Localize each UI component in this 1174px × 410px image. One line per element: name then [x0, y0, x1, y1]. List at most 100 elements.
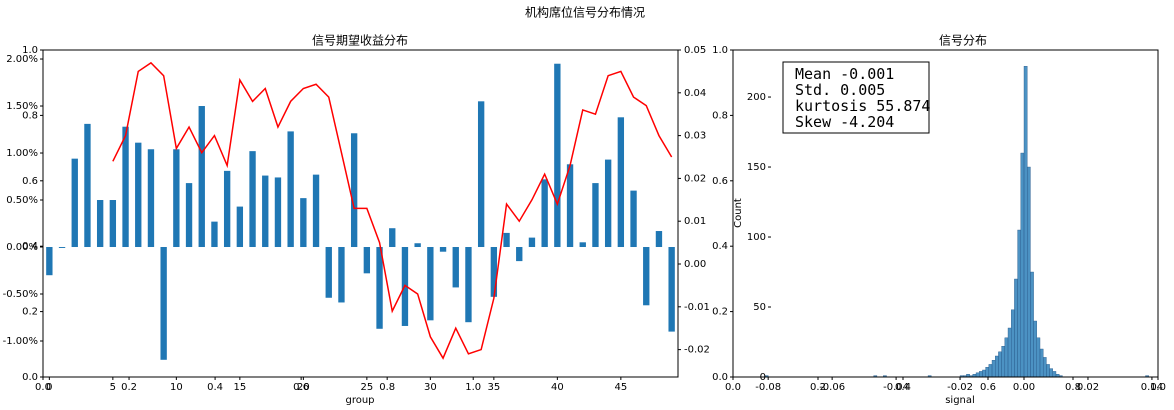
bar — [274, 177, 282, 248]
histogram-bar — [1030, 271, 1034, 378]
bar — [427, 247, 434, 321]
bar — [528, 237, 536, 248]
figure-title: 机构席位信号分布情况 — [525, 5, 645, 20]
x-tick-label: 1.0 — [1150, 382, 1166, 393]
x-tick-label: -0.04 — [883, 382, 909, 393]
histogram-bar — [979, 371, 983, 378]
bar — [350, 133, 358, 248]
bar — [617, 117, 625, 248]
x-tick-label: 1.0 — [465, 382, 481, 393]
x-tick-label: 0.00 — [1013, 382, 1035, 393]
x-tick-label: -0.02 — [947, 382, 973, 393]
bar — [249, 151, 256, 248]
y-tick-label: 0.4 — [22, 241, 38, 252]
plot-frame — [42, 49, 679, 378]
bar — [211, 221, 218, 248]
bar — [312, 174, 320, 248]
y-tick-label: 1.50% — [6, 101, 38, 112]
x-tick-label: 0.2 — [810, 382, 826, 393]
y-tick-label: 0.6 — [22, 176, 38, 187]
x-tick-label: 0.02 — [1077, 382, 1099, 393]
histogram-bar — [998, 351, 1002, 378]
bar — [185, 183, 193, 248]
y-tick-label: 0.8 — [712, 110, 728, 121]
chart-title: 信号期望收益分布 — [312, 34, 408, 48]
bar — [414, 243, 421, 248]
bar — [71, 158, 78, 248]
y2-tick-label: 0.05 — [684, 45, 706, 56]
bar — [490, 247, 498, 297]
x-tick-label: 0.8 — [379, 382, 395, 393]
histogram-bar — [1027, 166, 1031, 378]
histogram-bar — [995, 355, 999, 378]
y-tick-label: 150 — [747, 162, 766, 173]
bar — [389, 228, 396, 248]
bar — [503, 232, 510, 248]
y-tick-label: 1.0 — [22, 45, 38, 56]
bar — [554, 63, 561, 248]
bar — [477, 101, 485, 248]
bar — [287, 131, 294, 248]
bar — [566, 164, 574, 248]
y-tick-label: 1.00% — [6, 148, 38, 159]
y-tick-label: 50 — [753, 302, 766, 313]
bar — [84, 123, 91, 248]
x-tick-label: 0.2 — [121, 382, 137, 393]
histogram-bar — [1023, 66, 1028, 378]
bar — [604, 159, 612, 248]
y2-tick-label: -0.01 — [684, 302, 710, 313]
bar — [541, 179, 548, 248]
y-tick-label: 0.0 — [22, 372, 38, 383]
line — [112, 61, 673, 360]
y2-tick-label: -0.02 — [684, 345, 710, 356]
histogram-bar — [1033, 320, 1037, 378]
histogram-bar — [991, 360, 996, 378]
x-tick-label: 5 — [110, 382, 116, 393]
chart-title: 信号分布 — [939, 34, 987, 48]
x-axis-label: signal — [945, 395, 975, 406]
x-tick-label: -0.08 — [755, 382, 781, 393]
histogram-bar — [1017, 229, 1022, 378]
histogram-bar — [975, 372, 980, 378]
bar — [236, 206, 244, 248]
bar — [223, 170, 231, 248]
y-tick-label: 200 — [747, 92, 766, 103]
histogram-bar — [1001, 346, 1006, 378]
x-tick-label: 0.04 — [1141, 382, 1163, 393]
bar — [579, 242, 586, 248]
bar — [58, 247, 66, 248]
y-tick-label: 0.2 — [22, 307, 38, 318]
histogram-bar — [1007, 327, 1012, 378]
y-tick-label: 0.4 — [712, 241, 728, 252]
x-tick-label: 45 — [614, 382, 627, 393]
y-tick-label: 0.0 — [712, 372, 728, 383]
histogram-bar — [1042, 357, 1047, 378]
histogram-bar — [1039, 348, 1044, 378]
x-tick-label: 0.0 — [35, 382, 51, 393]
histogram-bar — [985, 367, 990, 378]
plot-frame — [732, 49, 1159, 378]
x-tick-label: 0.6 — [980, 382, 996, 393]
y-tick-label: 0.50% — [6, 195, 38, 206]
x-tick-label: 0 — [46, 382, 52, 393]
y2-tick-label: 0.03 — [684, 131, 706, 142]
bar — [630, 190, 637, 248]
bar — [160, 247, 167, 360]
histogram-bar — [1014, 278, 1018, 378]
histogram-bar — [982, 369, 986, 378]
histogram-bar — [1046, 364, 1050, 378]
bar — [135, 142, 142, 248]
histogram-bar — [1036, 337, 1041, 378]
bar — [300, 198, 307, 248]
bar — [198, 106, 205, 248]
annotation-text: Mean -0.001 — [795, 65, 894, 83]
bar — [122, 126, 129, 248]
bar — [363, 247, 371, 274]
y-tick-label: -0.50% — [3, 289, 38, 300]
y2-tick-label: 0.00 — [684, 259, 706, 270]
bar — [465, 247, 472, 323]
y-tick-label: 0.2 — [712, 307, 728, 318]
bar — [655, 231, 663, 248]
bar — [147, 149, 155, 248]
y-tick-label: 0.00% — [6, 242, 38, 253]
